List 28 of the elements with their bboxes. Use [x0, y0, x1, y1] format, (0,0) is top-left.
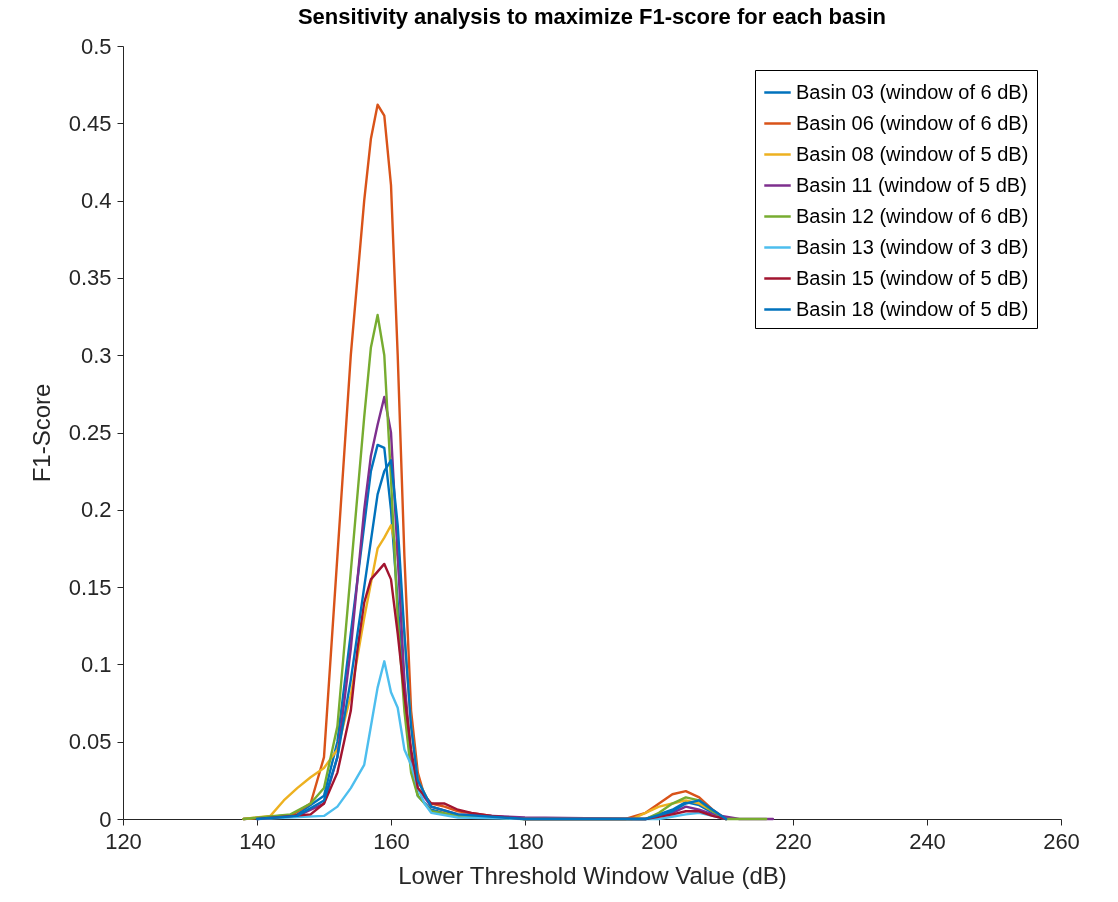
y-axis-title: F1-Score	[27, 383, 55, 483]
x-tick-label: 200	[641, 828, 678, 854]
x-axis-title: Lower Threshold Window Value (dB)	[398, 861, 787, 889]
y-tick-label: 0.25	[68, 420, 112, 445]
y-tick-label: 0.05	[68, 729, 112, 755]
x-tick-label: 240	[909, 828, 946, 854]
x-tick-label: 180	[507, 828, 544, 854]
legend-label: Basin 08 (window of 5 dB)	[796, 142, 1029, 165]
x-tick-label: 220	[775, 828, 812, 854]
y-tick-label: 0.45	[68, 110, 112, 136]
x-tick-label: 160	[373, 828, 410, 854]
y-tick-label: 0.4	[80, 188, 112, 214]
legend-label: Basin 03 (window of 6 dB)	[796, 80, 1029, 103]
x-tick-label: 140	[239, 828, 276, 854]
y-tick-label: 0.15	[68, 574, 112, 600]
y-tick-label: 0.3	[80, 342, 112, 368]
y-tick-label: 0.1	[80, 651, 112, 677]
x-tick-label: 260	[1043, 828, 1080, 854]
chart-title: Sensitivity analysis to maximize F1-score for each basin	[297, 4, 887, 29]
y-tick-label: 0.2	[80, 497, 112, 523]
legend-label: Basin 11 (window of 5 dB)	[796, 173, 1027, 196]
legend-label: Basin 18 (window of 5 dB)	[796, 297, 1029, 320]
legend-label: Basin 12 (window of 6 dB)	[796, 204, 1029, 227]
legend-label: Basin 15 (window of 5 dB)	[796, 266, 1029, 289]
y-tick-label: 0.35	[68, 265, 112, 291]
legend-label: Basin 13 (window of 3 dB)	[796, 235, 1029, 258]
y-tick-label: 0.5	[80, 33, 112, 59]
legend-label: Basin 06 (window of 6 dB)	[796, 111, 1029, 134]
